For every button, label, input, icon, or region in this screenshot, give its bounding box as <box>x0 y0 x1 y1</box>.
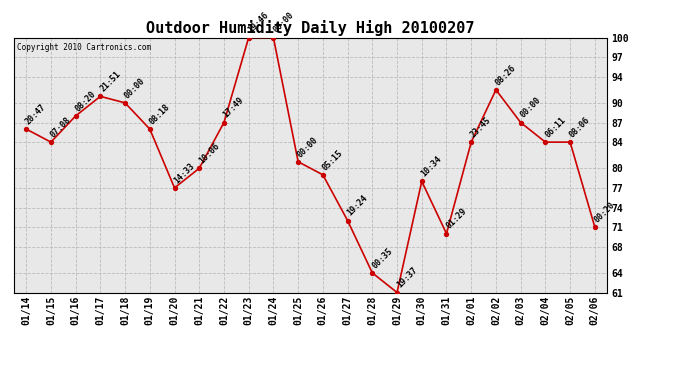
Point <box>293 159 304 165</box>
Point <box>268 34 279 40</box>
Point <box>119 100 130 106</box>
Point <box>441 231 452 237</box>
Point <box>95 93 106 99</box>
Point <box>144 126 155 132</box>
Text: 21:51: 21:51 <box>98 69 122 94</box>
Point <box>466 139 477 145</box>
Text: 20:47: 20:47 <box>24 102 48 126</box>
Point <box>564 139 575 145</box>
Text: 05:15: 05:15 <box>321 148 345 172</box>
Point <box>589 224 600 230</box>
Text: 08:06: 08:06 <box>568 115 592 140</box>
Text: 01:29: 01:29 <box>444 207 469 231</box>
Text: 00:35: 00:35 <box>370 246 394 270</box>
Text: 00:00: 00:00 <box>123 76 147 100</box>
Point <box>391 290 402 296</box>
Text: Copyright 2010 Cartronics.com: Copyright 2010 Cartronics.com <box>17 43 151 52</box>
Point <box>243 34 254 40</box>
Point <box>169 185 180 191</box>
Point <box>515 120 526 126</box>
Text: 19:46: 19:46 <box>246 10 270 35</box>
Text: 00:00: 00:00 <box>296 135 320 159</box>
Text: 08:26: 08:26 <box>494 63 518 87</box>
Text: 10:34: 10:34 <box>420 154 444 178</box>
Point <box>21 126 32 132</box>
Point <box>491 87 502 93</box>
Text: 07:08: 07:08 <box>49 115 72 140</box>
Point <box>342 217 353 223</box>
Text: 00:20: 00:20 <box>593 200 617 224</box>
Point <box>367 270 378 276</box>
Text: 00:00: 00:00 <box>271 10 295 35</box>
Text: 19:24: 19:24 <box>346 194 369 218</box>
Text: 00:00: 00:00 <box>518 96 542 120</box>
Point <box>317 172 328 178</box>
Point <box>416 178 427 184</box>
Text: 08:20: 08:20 <box>73 89 97 113</box>
Text: 14:33: 14:33 <box>172 161 197 185</box>
Point <box>540 139 551 145</box>
Point <box>219 120 230 126</box>
Text: 10:06: 10:06 <box>197 141 221 165</box>
Text: 17:49: 17:49 <box>221 96 246 120</box>
Title: Outdoor Humidity Daily High 20100207: Outdoor Humidity Daily High 20100207 <box>146 20 475 36</box>
Text: 06:11: 06:11 <box>543 115 567 140</box>
Point <box>70 113 81 119</box>
Text: 08:18: 08:18 <box>148 102 172 126</box>
Point <box>194 165 205 171</box>
Point <box>46 139 57 145</box>
Text: 19:37: 19:37 <box>395 266 419 290</box>
Text: 23:45: 23:45 <box>469 115 493 140</box>
